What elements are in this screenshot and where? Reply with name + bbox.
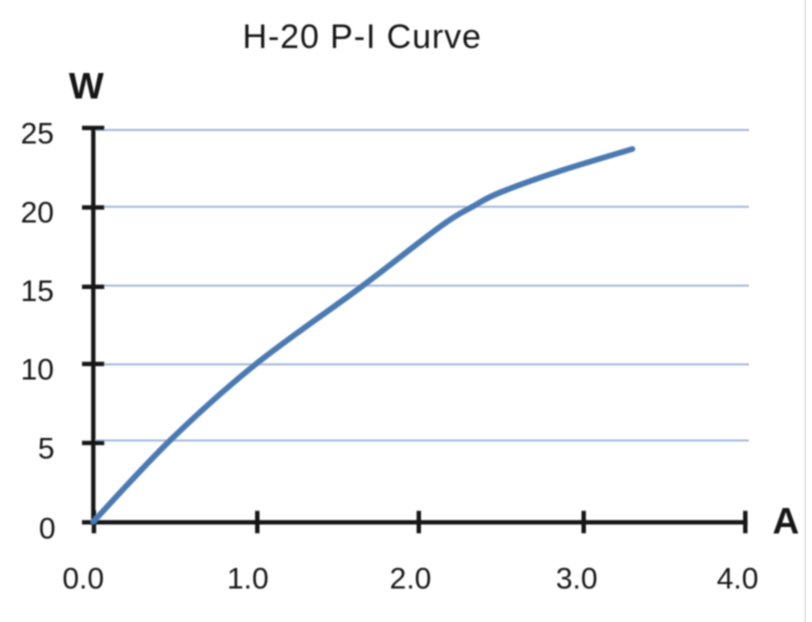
svg-text:20: 20 (21, 197, 54, 230)
svg-text:3.0: 3.0 (556, 563, 598, 596)
svg-text:25: 25 (21, 118, 54, 151)
svg-text:0.0: 0.0 (62, 563, 104, 596)
svg-text:0: 0 (39, 513, 56, 546)
svg-text:2.0: 2.0 (390, 563, 432, 596)
svg-text:W: W (69, 66, 104, 107)
svg-text:15: 15 (21, 275, 54, 308)
svg-text:H-20 P-I Curve: H-20 P-I Curve (243, 18, 482, 56)
svg-text:A: A (773, 501, 800, 542)
svg-text:1.0: 1.0 (227, 563, 269, 596)
svg-text:10: 10 (21, 353, 54, 386)
svg-text:5: 5 (38, 433, 55, 466)
svg-text:4.0: 4.0 (717, 563, 759, 596)
